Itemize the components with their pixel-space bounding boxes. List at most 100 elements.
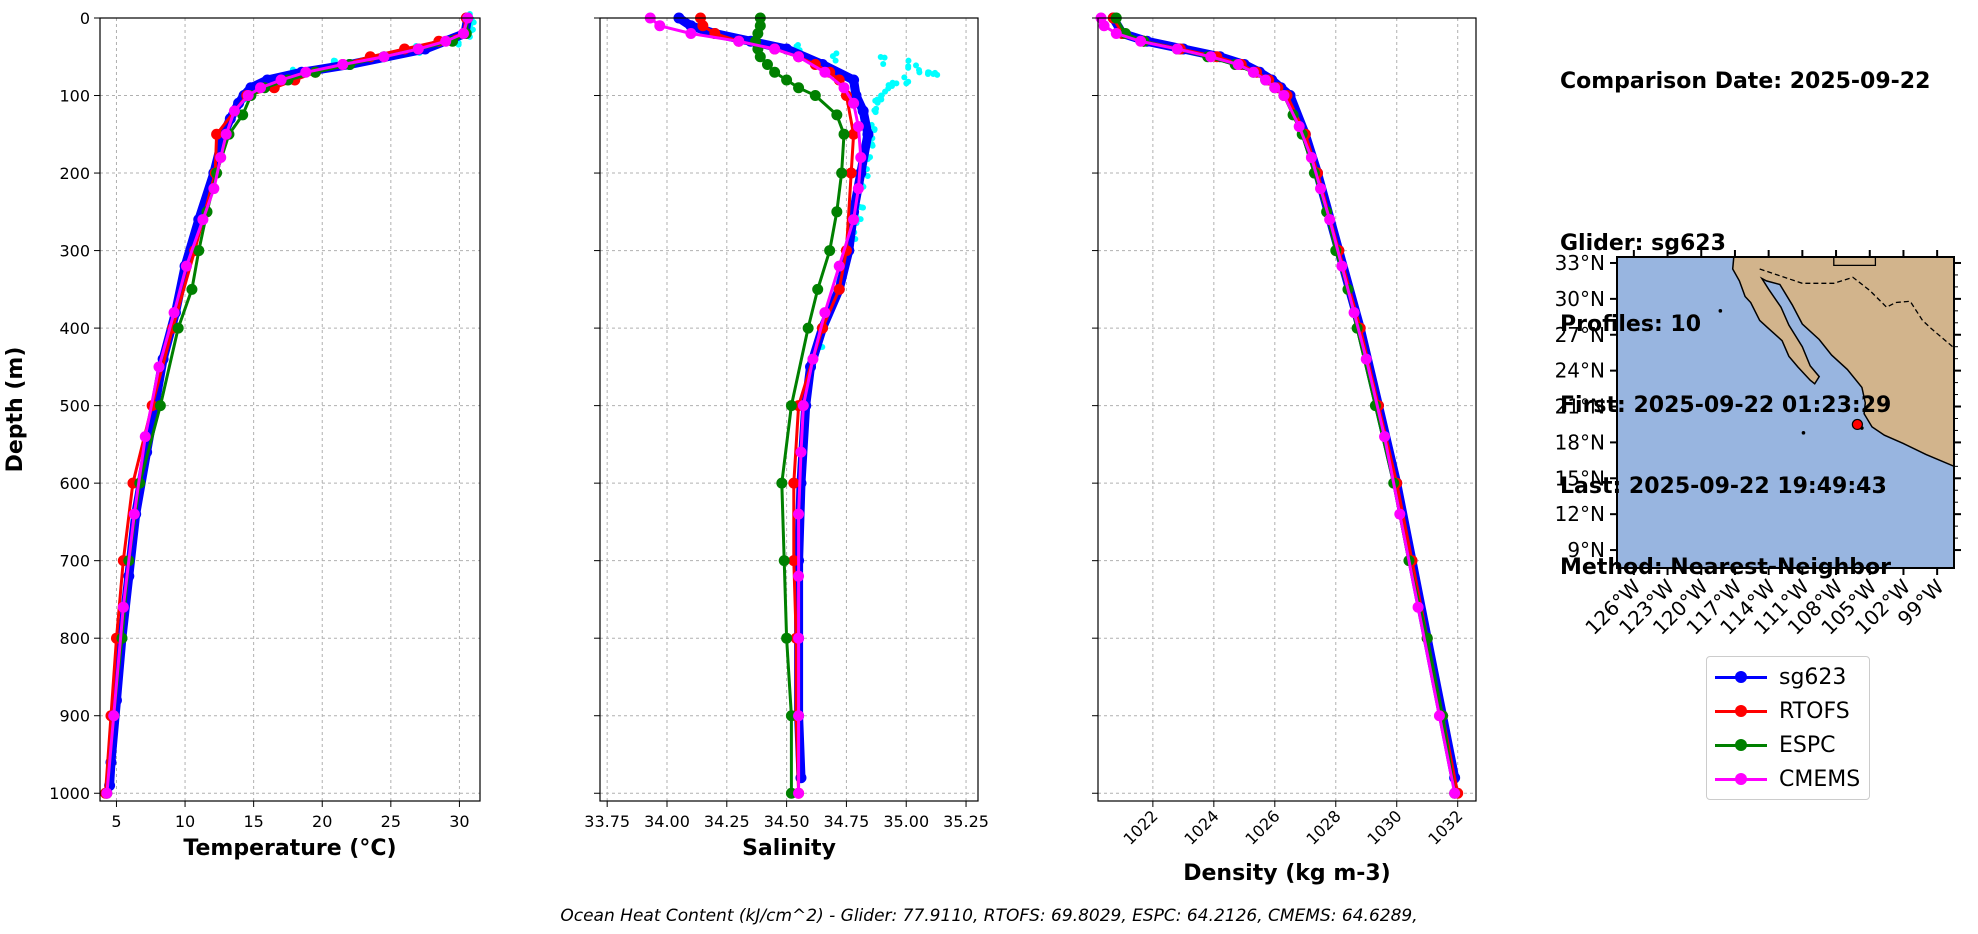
info-block: Comparison Date: 2025-09-22 Glider: sg62… — [1560, 14, 1930, 608]
data-point — [128, 508, 140, 520]
x-tick-label: 35.25 — [943, 812, 989, 831]
raw-point — [869, 142, 876, 149]
lat-tick-label: 21°N — [1555, 395, 1605, 419]
data-point — [824, 245, 836, 257]
lat-tick-label: 33°N — [1555, 251, 1605, 275]
raw-point — [905, 63, 912, 70]
data-point — [697, 20, 709, 32]
data-point — [685, 20, 697, 32]
last-time: Last: 2025-09-22 19:49:43 — [1560, 474, 1887, 499]
raw-point — [857, 216, 864, 223]
x-tick-label: 35.00 — [883, 812, 929, 831]
x-tick-label: 1032 — [1424, 806, 1466, 848]
data-point — [1315, 183, 1327, 195]
data-point — [795, 446, 807, 458]
raw-point — [889, 82, 896, 89]
lat-tick-label: 9°N — [1567, 538, 1605, 562]
data-point — [685, 28, 697, 40]
data-point — [793, 51, 805, 63]
y-tick-label: 400 — [59, 319, 90, 338]
raw-point — [833, 50, 840, 57]
y-tick-label: 900 — [59, 707, 90, 726]
data-point — [1324, 214, 1336, 226]
raw-point — [901, 74, 908, 81]
x-tick-label: 1022 — [1119, 806, 1161, 848]
data-point — [793, 787, 805, 799]
y-tick-label: 800 — [59, 629, 90, 648]
panel-3: 1022 1024 1026 1028 1030 1032 Density (kg m-3) — [1092, 12, 1477, 886]
lat-tick-label: 30°N — [1555, 287, 1605, 311]
data-point — [108, 710, 120, 722]
x-tick-label: 15 — [243, 812, 263, 831]
data-point — [1205, 51, 1217, 63]
data-point — [802, 322, 814, 334]
data-point — [275, 74, 287, 86]
lat-tick-label: 18°N — [1555, 430, 1605, 454]
map-frame — [1616, 256, 1955, 569]
data-point — [1379, 431, 1391, 443]
data-point — [855, 152, 867, 164]
data-point — [769, 43, 781, 55]
data-point — [793, 570, 805, 582]
lat-tick-label: 15°N — [1555, 466, 1605, 490]
data-point — [857, 105, 869, 117]
data-point — [101, 787, 113, 799]
axes-frame — [599, 17, 979, 802]
data-point — [168, 307, 180, 319]
series-line — [1108, 13, 1460, 783]
data-point — [458, 28, 470, 40]
data-point — [838, 82, 850, 94]
raw-point — [873, 105, 880, 112]
raw-point — [832, 57, 839, 64]
x-tick-label: 1026 — [1241, 806, 1283, 848]
x-tick-label: 5 — [111, 812, 121, 831]
data-point — [440, 35, 452, 47]
data-point — [819, 66, 831, 78]
y-tick-label: 600 — [59, 474, 90, 493]
data-point — [809, 90, 821, 102]
x-tick-label: 33.75 — [584, 812, 630, 831]
data-point — [654, 20, 666, 32]
legend-item-rtofs: RTOFS — [1707, 695, 1850, 727]
data-point — [412, 43, 424, 55]
series-espc — [750, 12, 850, 799]
panel-1: 0 100 200 300 400 500 600 700 800 900 1000 5 10 15 20 2… — [3, 9, 481, 861]
lat-tick-label: 24°N — [1555, 359, 1605, 383]
profile-panels: 0 100 200 300 400 500 600 700 800 900 1000 5 10 15 20 2… — [3, 9, 1477, 886]
data-point — [754, 51, 766, 63]
data-point — [1305, 152, 1317, 164]
data-point — [154, 400, 166, 412]
data-point — [788, 477, 800, 489]
data-point — [793, 508, 805, 520]
data-point — [781, 74, 793, 86]
data-point — [193, 245, 205, 257]
y-tick-label: 100 — [59, 87, 90, 106]
data-point — [807, 353, 819, 365]
x-tick-label: 34.00 — [644, 812, 690, 831]
data-point — [836, 167, 848, 179]
data-point — [1247, 66, 1259, 78]
data-point — [117, 601, 129, 613]
raw-point — [880, 61, 887, 68]
raw-point — [932, 69, 939, 76]
country-border — [1759, 268, 1955, 349]
data-point — [1232, 59, 1244, 71]
series-cmems — [644, 12, 867, 799]
y-tick-label: 1000 — [49, 784, 90, 803]
series-sg623 — [1107, 12, 1461, 784]
x-axis-label: Density (kg m-3) — [1183, 861, 1391, 886]
data-point — [793, 82, 805, 94]
series-cmems — [101, 12, 474, 799]
data-point — [785, 400, 797, 412]
y-tick-label: 0 — [80, 9, 90, 28]
legend-label: CMEMS — [1779, 766, 1861, 792]
comparison-date: Comparison Date: 2025-09-22 — [1560, 69, 1931, 94]
data-point — [819, 307, 831, 319]
glider-position-marker — [1851, 418, 1863, 431]
data-point — [831, 109, 843, 121]
glider-name: Glider: sg623 — [1560, 231, 1726, 256]
data-point — [833, 260, 845, 272]
data-point — [1433, 710, 1445, 722]
x-tick-label: 10 — [175, 812, 195, 831]
